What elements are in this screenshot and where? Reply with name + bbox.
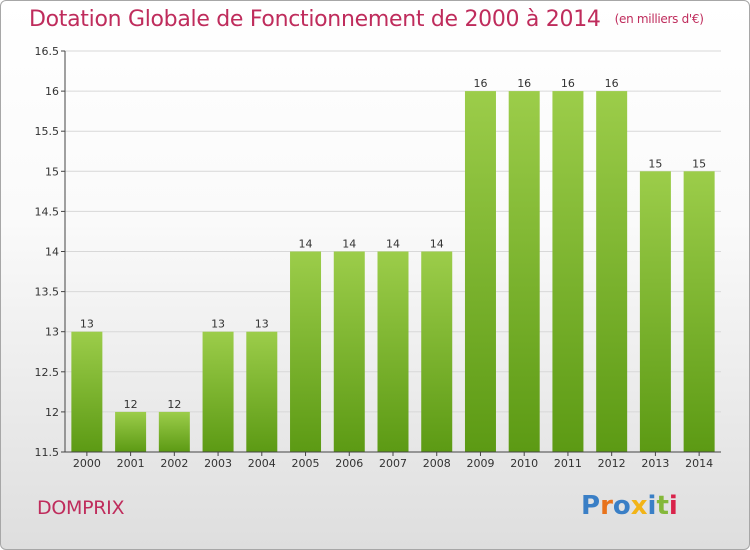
bar	[377, 251, 409, 452]
y-tick-label: 13.5	[35, 286, 60, 299]
bar	[290, 251, 322, 452]
y-tick-label: 14.5	[35, 205, 60, 218]
bar	[246, 331, 278, 452]
bar	[71, 331, 103, 452]
y-tick-label: 15	[45, 165, 59, 178]
x-tick-label: 2000	[73, 457, 101, 470]
x-tick-label: 2010	[510, 457, 538, 470]
logo-letter: P	[581, 491, 601, 521]
data-label: 16	[561, 77, 575, 90]
bar	[333, 251, 365, 452]
x-tick-label: 2003	[204, 457, 232, 470]
x-tick-label: 2011	[554, 457, 582, 470]
data-label: 12	[167, 398, 181, 411]
chart-subtitle: (en milliers d'€)	[614, 12, 704, 26]
y-tick-label: 13	[45, 326, 59, 339]
logo-letter: o	[612, 491, 631, 521]
data-label: 14	[430, 238, 444, 251]
x-tick-label: 2008	[423, 457, 451, 470]
proxiti-logo: Proxiti	[581, 491, 678, 521]
bar	[508, 91, 540, 452]
x-tick-label: 2007	[379, 457, 407, 470]
bar	[596, 91, 628, 452]
y-tick-label: 11.5	[35, 446, 60, 459]
x-tick-label: 2009	[466, 457, 494, 470]
bar	[464, 91, 496, 452]
x-tick-label: 2001	[117, 457, 145, 470]
y-tick-label: 16	[45, 85, 59, 98]
data-label: 15	[648, 157, 662, 170]
y-tick-label: 14	[45, 246, 59, 259]
labels: 11.5 12 12.5 13 13.5 14 14.5 15 15.5 16 16.5 13 2000…	[35, 45, 714, 470]
y-tick-label: 12	[45, 406, 59, 419]
data-label: 16	[517, 77, 531, 90]
data-label: 16	[473, 77, 487, 90]
x-tick-label: 2012	[598, 457, 626, 470]
data-label: 12	[124, 398, 138, 411]
x-tick-label: 2013	[641, 457, 669, 470]
axes	[61, 50, 721, 456]
logo-letter: i	[647, 491, 657, 521]
x-tick-label: 2002	[160, 457, 188, 470]
chart-title: Dotation Globale de Fonctionnement de 20…	[29, 7, 704, 32]
logo-letter: i	[668, 491, 678, 521]
x-tick-label: 2014	[685, 457, 713, 470]
data-label: 14	[386, 238, 400, 251]
logo-letter: r	[600, 491, 613, 521]
logo-letter: t	[656, 491, 669, 521]
y-tick-label: 12.5	[35, 366, 60, 379]
x-tick-label: 2004	[248, 457, 276, 470]
data-label: 13	[80, 318, 94, 331]
data-label: 14	[299, 238, 313, 251]
data-label: 15	[692, 157, 706, 170]
data-label: 16	[605, 77, 619, 90]
bar	[115, 411, 147, 452]
logo-letter: x	[630, 491, 648, 521]
bar	[158, 411, 190, 452]
bar	[552, 91, 584, 452]
x-tick-label: 2006	[335, 457, 363, 470]
chart-title-text: Dotation Globale de Fonctionnement de 20…	[29, 7, 601, 32]
data-label: 13	[211, 318, 225, 331]
bars	[71, 91, 715, 453]
commune-name: DOMPRIX	[37, 497, 125, 519]
bar	[639, 171, 671, 453]
bar	[202, 331, 234, 452]
y-tick-label: 16.5	[35, 45, 60, 58]
bar	[683, 171, 715, 453]
x-tick-label: 2005	[292, 457, 320, 470]
bar	[421, 251, 453, 452]
y-tick-label: 15.5	[35, 125, 60, 138]
data-label: 13	[255, 318, 269, 331]
data-label: 14	[342, 238, 356, 251]
